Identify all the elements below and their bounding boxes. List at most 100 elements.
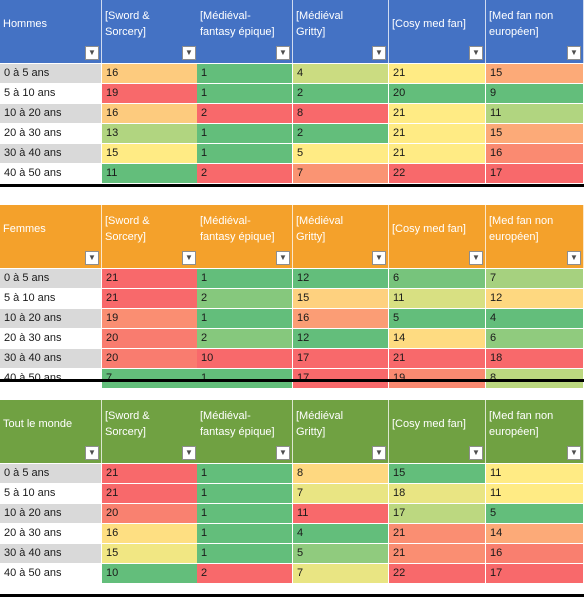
data-cell[interactable]: 1 <box>197 504 293 524</box>
data-cell[interactable]: 2 <box>293 84 389 104</box>
filter-dropdown-icon[interactable]: ▼ <box>276 46 290 60</box>
age-label[interactable]: 0 à 5 ans <box>0 464 102 484</box>
data-cell[interactable]: 21 <box>389 349 486 369</box>
data-cell[interactable]: 21 <box>389 544 486 564</box>
age-label[interactable]: 20 à 30 ans <box>0 329 102 349</box>
data-cell[interactable]: 20 <box>102 349 199 369</box>
age-label[interactable]: 30 à 40 ans <box>0 349 102 369</box>
data-cell[interactable]: 4 <box>486 309 584 329</box>
age-label[interactable]: 40 à 50 ans <box>0 564 102 584</box>
filter-dropdown-icon[interactable]: ▼ <box>469 446 483 460</box>
filter-dropdown-icon[interactable]: ▼ <box>372 251 386 265</box>
age-label[interactable]: 30 à 40 ans <box>0 144 102 164</box>
filter-dropdown-icon[interactable]: ▼ <box>567 46 581 60</box>
data-cell[interactable]: 1 <box>197 144 293 164</box>
age-label[interactable]: 5 à 10 ans <box>0 289 102 309</box>
data-cell[interactable]: 21 <box>102 484 199 504</box>
data-cell[interactable]: 20 <box>102 329 199 349</box>
filter-dropdown-icon[interactable]: ▼ <box>85 251 99 265</box>
filter-dropdown-icon[interactable]: ▼ <box>567 251 581 265</box>
data-cell[interactable]: 7 <box>293 564 389 584</box>
data-cell[interactable]: 11 <box>389 289 486 309</box>
data-cell[interactable]: 10 <box>197 349 293 369</box>
data-cell[interactable]: 2 <box>197 564 293 584</box>
data-cell[interactable]: 21 <box>102 269 199 289</box>
data-cell[interactable]: 2 <box>293 124 389 144</box>
data-cell[interactable]: 18 <box>389 484 486 504</box>
data-cell[interactable]: 2 <box>197 104 293 124</box>
data-cell[interactable]: 1 <box>197 524 293 544</box>
data-cell[interactable]: 16 <box>102 64 199 84</box>
data-cell[interactable]: 21 <box>389 104 486 124</box>
data-cell[interactable]: 21 <box>102 464 199 484</box>
data-cell[interactable]: 1 <box>197 124 293 144</box>
data-cell[interactable]: 12 <box>293 269 389 289</box>
data-cell[interactable]: 14 <box>486 524 584 544</box>
data-cell[interactable]: 22 <box>389 164 486 184</box>
data-cell[interactable]: 2 <box>197 289 293 309</box>
data-cell[interactable]: 6 <box>389 269 486 289</box>
age-label[interactable]: 0 à 5 ans <box>0 269 102 289</box>
data-cell[interactable]: 17 <box>486 564 584 584</box>
data-cell[interactable]: 8 <box>293 464 389 484</box>
data-cell[interactable]: 22 <box>389 564 486 584</box>
data-cell[interactable]: 9 <box>486 84 584 104</box>
data-cell[interactable]: 5 <box>486 504 584 524</box>
age-label[interactable]: 20 à 30 ans <box>0 524 102 544</box>
data-cell[interactable]: 11 <box>486 464 584 484</box>
data-cell[interactable]: 15 <box>293 289 389 309</box>
age-label[interactable]: 5 à 10 ans <box>0 84 102 104</box>
data-cell[interactable]: 15 <box>102 144 199 164</box>
data-cell[interactable]: 16 <box>102 524 199 544</box>
filter-dropdown-icon[interactable]: ▼ <box>469 251 483 265</box>
data-cell[interactable]: 7 <box>486 269 584 289</box>
age-label[interactable]: 10 à 20 ans <box>0 309 102 329</box>
data-cell[interactable]: 21 <box>389 64 486 84</box>
data-cell[interactable]: 17 <box>486 164 584 184</box>
data-cell[interactable]: 21 <box>389 524 486 544</box>
data-cell[interactable]: 21 <box>389 144 486 164</box>
filter-dropdown-icon[interactable]: ▼ <box>85 446 99 460</box>
data-cell[interactable]: 12 <box>293 329 389 349</box>
data-cell[interactable]: 1 <box>197 64 293 84</box>
data-cell[interactable]: 7 <box>293 164 389 184</box>
filter-dropdown-icon[interactable]: ▼ <box>85 46 99 60</box>
data-cell[interactable]: 7 <box>293 484 389 504</box>
data-cell[interactable]: 20 <box>102 504 199 524</box>
data-cell[interactable]: 12 <box>486 289 584 309</box>
data-cell[interactable]: 15 <box>486 64 584 84</box>
data-cell[interactable]: 17 <box>389 504 486 524</box>
data-cell[interactable]: 16 <box>102 104 199 124</box>
data-cell[interactable]: 21 <box>389 124 486 144</box>
data-cell[interactable]: 1 <box>197 84 293 104</box>
age-label[interactable]: 10 à 20 ans <box>0 104 102 124</box>
data-cell[interactable]: 14 <box>389 329 486 349</box>
data-cell[interactable]: 19 <box>102 84 199 104</box>
filter-dropdown-icon[interactable]: ▼ <box>567 446 581 460</box>
data-cell[interactable]: 16 <box>486 144 584 164</box>
data-cell[interactable]: 1 <box>197 464 293 484</box>
data-cell[interactable]: 15 <box>102 544 199 564</box>
data-cell[interactable]: 21 <box>102 289 199 309</box>
data-cell[interactable]: 8 <box>293 104 389 124</box>
data-cell[interactable]: 2 <box>197 164 293 184</box>
age-label[interactable]: 0 à 5 ans <box>0 64 102 84</box>
age-label[interactable]: 5 à 10 ans <box>0 484 102 504</box>
age-label[interactable]: 20 à 30 ans <box>0 124 102 144</box>
data-cell[interactable]: 13 <box>102 124 199 144</box>
age-label[interactable]: 30 à 40 ans <box>0 544 102 564</box>
data-cell[interactable]: 16 <box>293 309 389 329</box>
filter-dropdown-icon[interactable]: ▼ <box>372 46 386 60</box>
data-cell[interactable]: 11 <box>486 104 584 124</box>
data-cell[interactable]: 18 <box>486 349 584 369</box>
filter-dropdown-icon[interactable]: ▼ <box>182 446 196 460</box>
filter-dropdown-icon[interactable]: ▼ <box>469 46 483 60</box>
data-cell[interactable]: 15 <box>486 124 584 144</box>
data-cell[interactable]: 5 <box>293 144 389 164</box>
data-cell[interactable]: 11 <box>486 484 584 504</box>
data-cell[interactable]: 5 <box>293 544 389 564</box>
age-label[interactable]: 40 à 50 ans <box>0 164 102 184</box>
data-cell[interactable]: 19 <box>102 309 199 329</box>
data-cell[interactable]: 1 <box>197 269 293 289</box>
filter-dropdown-icon[interactable]: ▼ <box>182 46 196 60</box>
